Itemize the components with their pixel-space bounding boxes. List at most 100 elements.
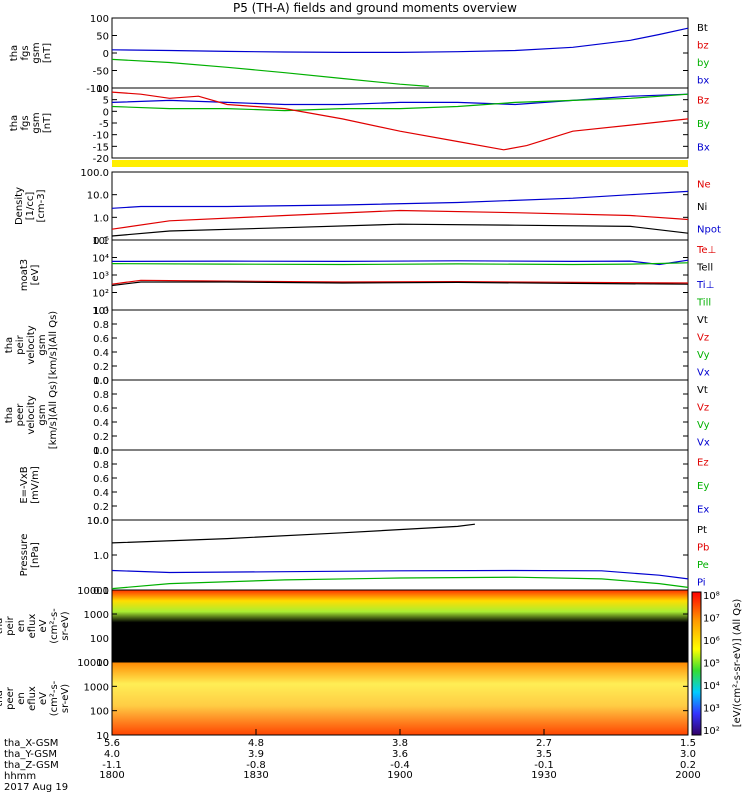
colorbar-tick: 10⁷ xyxy=(703,614,720,625)
series-Ni xyxy=(111,223,689,237)
y-axis-label: eflux xyxy=(27,614,38,639)
spectrogram-ion xyxy=(112,590,688,662)
legend-bx: bx xyxy=(697,75,709,86)
y-tick-label: 10 xyxy=(96,658,109,669)
legend-Vt: Vt xyxy=(697,315,708,326)
ephemeris-label: tha_Y-GSM xyxy=(4,749,57,760)
series-Pi xyxy=(111,569,689,580)
y-tick-label: -10 xyxy=(93,131,109,142)
y-tick-label: 0.8 xyxy=(93,460,109,471)
y-tick-label: 100 xyxy=(90,707,109,718)
y-tick-label: 10 xyxy=(96,731,109,742)
y-axis-label: [1/cc] xyxy=(25,192,36,221)
legend-Vx: Vx xyxy=(697,437,710,448)
series-Bz xyxy=(111,91,689,151)
legend-Vy: Vy xyxy=(697,420,710,431)
y-tick-label: 100 xyxy=(90,634,109,645)
y-tick-label: -20 xyxy=(93,154,109,165)
legend-Pt: Pt xyxy=(697,525,707,536)
y-axis-label: [nT] xyxy=(42,113,53,133)
y-tick-label: 10⁵ xyxy=(92,236,109,247)
y-tick-label: 0.4 xyxy=(93,488,109,499)
legend-bz: bz xyxy=(697,40,709,51)
legend-Pe: Pe xyxy=(697,560,709,571)
legend-Vx: Vx xyxy=(697,367,710,378)
series-by xyxy=(111,58,429,87)
y-tick-label: 0 xyxy=(103,49,109,60)
legend-Till: Till xyxy=(696,297,711,308)
y-axis-label: peer xyxy=(5,686,16,710)
y-axis-label: [mV/m] xyxy=(30,466,41,504)
y-axis-label: eflux xyxy=(27,686,38,711)
y-axis-label: E=-VxB xyxy=(19,466,30,503)
y-axis-label: peer xyxy=(15,403,26,427)
ephemeris-value: 3.6 xyxy=(392,749,408,760)
legend-Vy: Vy xyxy=(697,350,710,361)
y-tick-label: 10.0 xyxy=(87,516,109,527)
legend-By: By xyxy=(697,119,710,130)
y-tick-label: 50 xyxy=(96,32,109,43)
y-axis-label: tha xyxy=(9,115,20,131)
y-axis-label: gsm xyxy=(37,404,48,425)
colorbar-tick: 10⁴ xyxy=(703,681,720,692)
ephemeris-value: 3.9 xyxy=(248,749,264,760)
y-axis-label: sr-eV) xyxy=(60,611,71,640)
legend-Ne: Ne xyxy=(697,179,711,190)
y-axis-label: tha xyxy=(4,337,15,353)
legend-Te⊥: Te⊥ xyxy=(696,245,716,256)
x-tick-label: 1900 xyxy=(387,770,412,781)
y-axis-label: Density xyxy=(14,187,25,225)
y-axis-label: tha xyxy=(0,690,5,706)
y-axis-label: (cm²-s- xyxy=(49,680,60,716)
colorbar-tick: 10² xyxy=(703,726,720,737)
panel-frame xyxy=(111,379,689,451)
y-axis-label: velocity xyxy=(26,395,37,434)
ephemeris-label: tha_Z-GSM xyxy=(4,760,59,771)
x-tick-label: 1930 xyxy=(531,770,556,781)
y-tick-label: 0.2 xyxy=(93,502,109,513)
y-axis-label: gsm xyxy=(37,334,48,355)
y-axis-label: en xyxy=(16,692,27,705)
colorbar-label: [eV/(cm²-s-sr-eV)] (All Qs) xyxy=(732,599,743,728)
y-tick-label: -50 xyxy=(93,67,109,78)
y-axis-label: eV xyxy=(38,692,49,705)
y-axis-label: gsm xyxy=(31,42,42,63)
legend-Ey: Ey xyxy=(697,481,709,492)
y-tick-label: -5 xyxy=(99,119,109,130)
y-tick-label: 0.2 xyxy=(93,432,109,443)
y-tick-label: 10000 xyxy=(77,586,109,597)
y-tick-label: 10 xyxy=(96,84,109,95)
colorbar-tick: 10⁸ xyxy=(703,591,720,602)
ephemeris-value: 3.0 xyxy=(680,749,696,760)
legend-Pb: Pb xyxy=(697,542,709,553)
y-tick-label: 0.6 xyxy=(93,404,109,415)
y-tick-label: 0.1 xyxy=(93,236,109,247)
y-tick-label: 10.0 xyxy=(87,191,109,202)
legend-Vt: Vt xyxy=(697,385,708,396)
y-axis-label: [cm-3] xyxy=(36,189,47,222)
y-axis-label: Pressure xyxy=(19,534,30,577)
y-tick-label: 0.2 xyxy=(93,362,109,373)
ephemeris-value: 0.2 xyxy=(680,760,696,771)
legend-Pi: Pi xyxy=(697,577,706,588)
x-tick-label: 1800 xyxy=(99,770,124,781)
colorbar-tick: 10⁵ xyxy=(703,659,720,670)
y-tick-label: 10⁴ xyxy=(92,254,109,265)
y-axis-label: en xyxy=(16,620,27,633)
spectrogram-elec xyxy=(112,662,688,735)
legend-Ex: Ex xyxy=(697,504,709,515)
y-tick-label: 10¹ xyxy=(92,306,109,317)
y-tick-label: -100 xyxy=(86,84,109,95)
y-tick-label: 0 xyxy=(103,107,109,118)
y-axis-label: [nT] xyxy=(42,43,53,63)
series-Ne xyxy=(111,209,689,230)
y-tick-label: 100 xyxy=(90,14,109,25)
series-Pe xyxy=(111,576,689,590)
y-axis-label: [km/s](All Qs) xyxy=(48,311,59,379)
series-Till xyxy=(111,262,689,266)
colorbar xyxy=(691,591,702,736)
legend-Ni: Ni xyxy=(697,202,707,213)
legend-Vz: Vz xyxy=(697,332,709,343)
legend-Bx: Bx xyxy=(697,142,710,153)
